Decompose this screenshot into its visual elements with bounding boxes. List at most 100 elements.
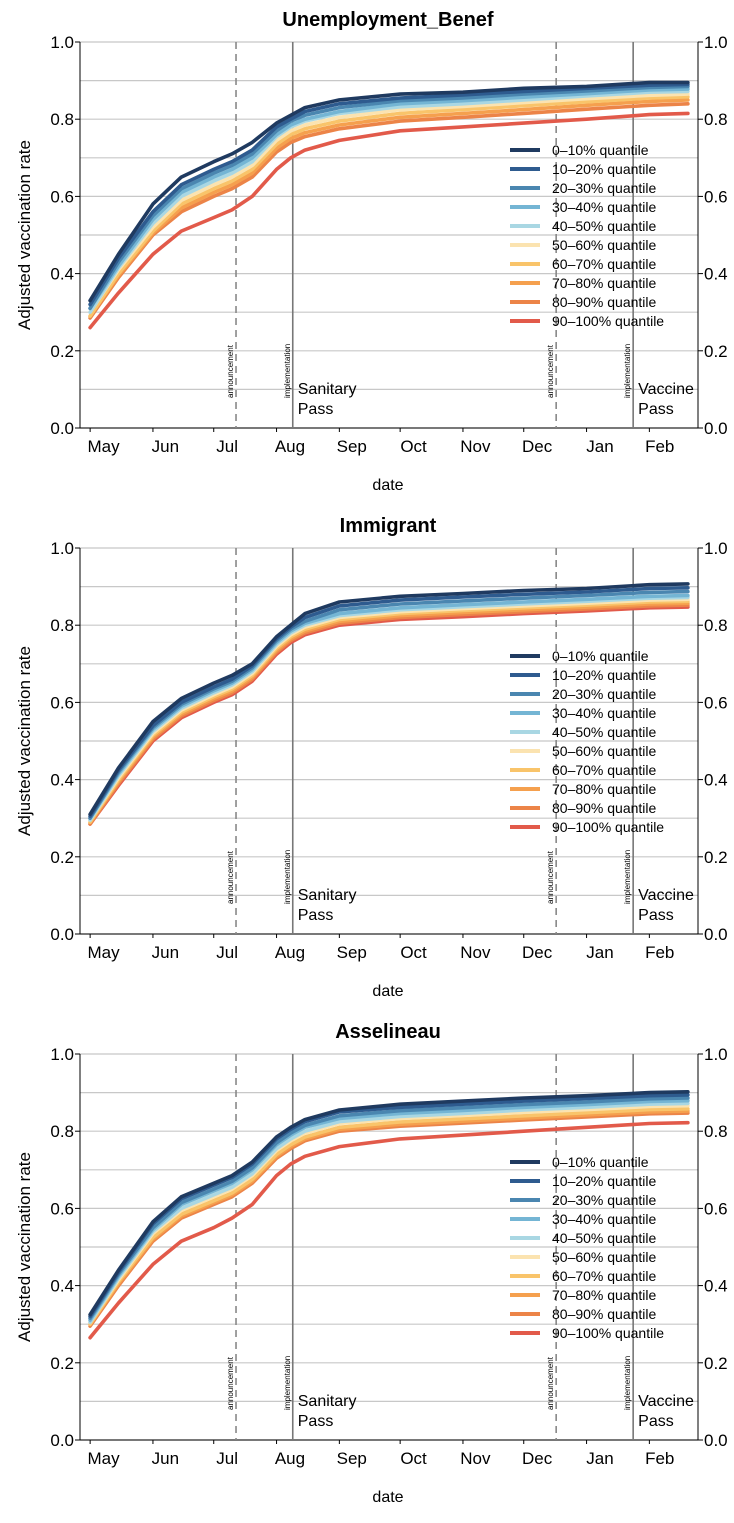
chart-0-y-tick-label-right: 0.2 bbox=[704, 342, 728, 361]
chart-1-legend: 0–10% quantile 10–20% quantile 20–30% quan… bbox=[510, 648, 664, 835]
chart-0-legend-label-20-30-quantile: 20–30% quantile bbox=[552, 180, 657, 196]
chart-0-x-tick-label-dec: Dec bbox=[522, 437, 553, 456]
chart-2-series-20-30-quantile bbox=[88, 1096, 690, 1321]
chart-2-legend-label-90-100-quantile: 90–100% quantile bbox=[552, 1325, 664, 1341]
chart-0-y-axis-label: Adjusted vaccination rate bbox=[15, 140, 34, 330]
chart-2-vline-annotation-3-1: Pass bbox=[638, 1413, 674, 1430]
chart-0-legend-label-10-20-quantile: 10–20% quantile bbox=[552, 161, 657, 177]
chart-1-vline-annotation-1-0: Sanitary bbox=[298, 887, 357, 904]
chart-1-legend-label-40-50-quantile: 40–50% quantile bbox=[552, 724, 657, 740]
chart-1-y-tick-label-left: 0.6 bbox=[50, 693, 74, 712]
chart-1-vline-annotation-1-1: Pass bbox=[298, 907, 334, 924]
chart-0-vline-annotation-1-1: Pass bbox=[298, 401, 334, 418]
chart-1-vline-annotation-3-1: Pass bbox=[638, 907, 674, 924]
chart-1-x-axis-label: date bbox=[372, 983, 403, 1000]
chart-2-y-tick-label-left: 0.4 bbox=[50, 1277, 74, 1296]
chart-svg-unemployment: Unemployment_Benef 0.0 0.0 0.2 0.2 0.4 0.4 0.6 0… bbox=[15, 9, 728, 494]
chart-2-legend-label-10-20-quantile: 10–20% quantile bbox=[552, 1173, 657, 1189]
chart-2-vline-annotation-1-1: Pass bbox=[298, 1413, 334, 1430]
chart-2-legend-label-40-50-quantile: 40–50% quantile bbox=[552, 1230, 657, 1246]
chart-0-y-tick-label-left: 0.2 bbox=[50, 342, 74, 361]
chart-2-x-tick-label-jun: Jun bbox=[152, 1449, 179, 1468]
chart-1-y-tick-label-right: 0.4 bbox=[704, 771, 728, 790]
chart-1-x-tick-label-aug: Aug bbox=[275, 943, 305, 962]
chart-0-series-10-20-quantile bbox=[88, 82, 690, 307]
chart-2-x-tick-label-dec: Dec bbox=[522, 1449, 553, 1468]
chart-1-legend-label-80-90-quantile: 80–90% quantile bbox=[552, 800, 657, 816]
chart-2-legend-label-0-10-quantile: 0–10% quantile bbox=[552, 1154, 649, 1170]
chart-2-x-tick-label-oct: Oct bbox=[400, 1449, 427, 1468]
chart-2-y-tick-label-left: 0.2 bbox=[50, 1354, 74, 1373]
chart-1-title: Immigrant bbox=[340, 515, 437, 537]
chart-svg-asselineau: Asselineau 0.0 0.0 0.2 0.2 0.4 0.4 0.6 0.6 0.8 0.8… bbox=[15, 1021, 728, 1506]
chart-2-legend-label-60-70-quantile: 60–70% quantile bbox=[552, 1268, 657, 1284]
chart-0-y-tick-label-left: 0.0 bbox=[50, 419, 74, 438]
chart-2-legend-label-70-80-quantile: 70–80% quantile bbox=[552, 1287, 657, 1303]
chart-0-y-tick-label-left: 0.8 bbox=[50, 110, 74, 129]
chart-0-x-tick-label-jul: Jul bbox=[216, 437, 238, 456]
chart-1-y-tick-label-right: 0.6 bbox=[704, 693, 728, 712]
chart-2-series-90-100-quantile bbox=[88, 1120, 690, 1340]
chart-0-x-tick-label-jan: Jan bbox=[586, 437, 613, 456]
chart-1-x-tick-label-feb: Feb bbox=[645, 943, 674, 962]
chart-2-legend-label-30-40-quantile: 30–40% quantile bbox=[552, 1211, 657, 1227]
chart-0-x-tick-label-sep: Sep bbox=[337, 437, 367, 456]
chart-0-vline-annotation-3-0: Vaccine bbox=[638, 381, 694, 398]
chart-0-legend-label-30-40-quantile: 30–40% quantile bbox=[552, 199, 657, 215]
chart-2-y-tick-label-right: 0.8 bbox=[704, 1122, 728, 1141]
chart-2-y-tick-label-right: 1.0 bbox=[704, 1045, 728, 1064]
chart-1-series-0-10-quantile bbox=[88, 582, 690, 817]
chart-2-y-tick-label-left: 1.0 bbox=[50, 1045, 74, 1064]
chart-0-x-tick-label-may: May bbox=[87, 437, 120, 456]
chart-0-title: Unemployment_Benef bbox=[282, 9, 493, 31]
chart-1-y-tick-label-right: 0.8 bbox=[704, 616, 728, 635]
chart-0-series-60-70-quantile bbox=[88, 95, 690, 318]
chart-2-y-tick-label-left: 0.0 bbox=[50, 1431, 74, 1450]
chart-1-legend-label-0-10-quantile: 0–10% quantile bbox=[552, 648, 649, 664]
chart-2-legend: 0–10% quantile 10–20% quantile 20–30% quan… bbox=[510, 1154, 664, 1341]
chart-0-series-group bbox=[88, 80, 690, 330]
chart-0-legend-label-60-70-quantile: 60–70% quantile bbox=[552, 256, 657, 272]
chart-0-x-axis-label: date bbox=[372, 477, 403, 494]
chart-0-vline-label-0: announcement bbox=[226, 344, 235, 398]
chart-1-x-tick-label-jul: Jul bbox=[216, 943, 238, 962]
chart-2-vline-label-3: implementation bbox=[623, 1356, 632, 1410]
chart-2-y-tick-label-right: 0.0 bbox=[704, 1431, 728, 1450]
chart-0-legend-label-0-10-quantile: 0–10% quantile bbox=[552, 142, 649, 158]
chart-2-x-tick-label-sep: Sep bbox=[337, 1449, 367, 1468]
chart-2-x-tick-label-nov: Nov bbox=[460, 1449, 491, 1468]
chart-2-legend-label-20-30-quantile: 20–30% quantile bbox=[552, 1192, 657, 1208]
chart-0-series-90-100-quantile bbox=[88, 111, 690, 330]
chart-0-series-70-80-quantile bbox=[88, 98, 690, 318]
chart-0-y-tick-label-right: 0.0 bbox=[704, 419, 728, 438]
chart-1-series-group bbox=[88, 582, 690, 826]
chart-2-x-tick-label-aug: Aug bbox=[275, 1449, 305, 1468]
chart-2-x-tick-label-jul: Jul bbox=[216, 1449, 238, 1468]
chart-2-y-tick-label-right: 0.6 bbox=[704, 1199, 728, 1218]
chart-1-legend-label-10-20-quantile: 10–20% quantile bbox=[552, 667, 657, 683]
chart-2-legend-label-50-60-quantile: 50–60% quantile bbox=[552, 1249, 657, 1265]
chart-1-x-tick-label-jan: Jan bbox=[586, 943, 613, 962]
chart-1-vline-label-3: implementation bbox=[623, 850, 632, 904]
chart-0-y-tick-label-right: 0.6 bbox=[704, 187, 728, 206]
chart-svg-immigrant: Immigrant 0.0 0.0 0.2 0.2 0.4 0.4 0.6 0.6 0.8 0.8 1… bbox=[15, 515, 728, 1000]
chart-0-x-tick-label-feb: Feb bbox=[645, 437, 674, 456]
chart-0-vline-annotation-1-0: Sanitary bbox=[298, 381, 357, 398]
chart-1-legend-label-90-100-quantile: 90–100% quantile bbox=[552, 819, 664, 835]
chart-0-x-tick-label-aug: Aug bbox=[275, 437, 305, 456]
chart-0-y-tick-label-right: 0.4 bbox=[704, 265, 728, 284]
chart-1-y-tick-label-right: 1.0 bbox=[704, 539, 728, 558]
chart-2-vline-label-0: announcement bbox=[226, 1356, 235, 1410]
chart-1-legend-label-20-30-quantile: 20–30% quantile bbox=[552, 686, 657, 702]
chart-0-x-tick-label-jun: Jun bbox=[152, 437, 179, 456]
chart-2-series-60-70-quantile bbox=[88, 1107, 690, 1326]
chart-1-x-tick-label-may: May bbox=[87, 943, 120, 962]
chart-2-series-40-50-quantile bbox=[88, 1101, 690, 1325]
chart-0-legend-label-50-60-quantile: 50–60% quantile bbox=[552, 237, 657, 253]
chart-1-y-tick-label-left: 0.2 bbox=[50, 848, 74, 867]
chart-1-x-tick-label-jun: Jun bbox=[152, 943, 179, 962]
chart-1-y-axis-label: Adjusted vaccination rate bbox=[15, 646, 34, 836]
chart-0-legend-label-40-50-quantile: 40–50% quantile bbox=[552, 218, 657, 234]
chart-panel-asselineau: Asselineau 0.0 0.0 0.2 0.2 0.4 0.4 0.6 0.6 0.8 0.8… bbox=[0, 1012, 734, 1518]
